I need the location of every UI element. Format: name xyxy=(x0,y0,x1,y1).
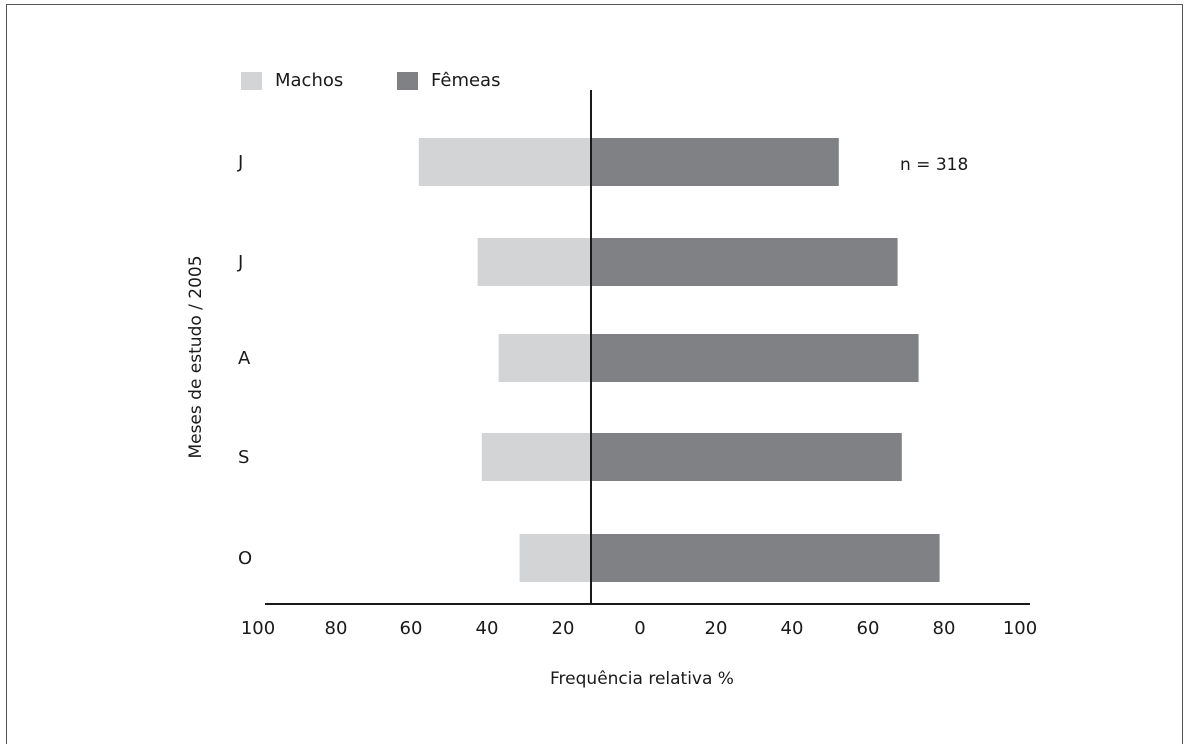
legend-label-machos: Machos xyxy=(275,70,343,91)
y-tick-label-0: J xyxy=(237,152,243,173)
legend-swatch-femeas xyxy=(397,72,418,90)
y-tick-label-3: S xyxy=(238,447,249,468)
legend-swatch-machos xyxy=(241,72,262,90)
y-tick-label-4: O xyxy=(238,548,252,569)
x-tick-label-7: 40 xyxy=(781,618,804,639)
x-tick-label-1: 80 xyxy=(325,618,348,639)
x-tick-label-9: 80 xyxy=(933,618,956,639)
x-tick-label-3: 40 xyxy=(476,618,499,639)
bar-femeas-1 xyxy=(591,238,898,286)
x-tick-label-0: 100 xyxy=(241,618,275,639)
bar-femeas-2 xyxy=(591,334,919,382)
y-tick-labels: J J A S O xyxy=(237,152,252,569)
x-tick-label-4: 20 xyxy=(552,618,575,639)
x-tick-label-5: 0 xyxy=(634,618,645,639)
legend: Machos Fêmeas xyxy=(241,70,500,91)
bars xyxy=(418,138,940,582)
x-axis-title: Frequência relativa % xyxy=(550,669,734,689)
x-tick-label-2: 60 xyxy=(400,618,423,639)
bar-femeas-4 xyxy=(591,534,940,582)
bar-machos-3 xyxy=(481,433,591,481)
x-tick-label-8: 60 xyxy=(857,618,880,639)
x-tick-labels: 100 80 60 40 20 0 20 40 60 80 100 xyxy=(241,618,1037,639)
legend-label-femeas: Fêmeas xyxy=(431,70,500,91)
y-tick-label-2: A xyxy=(238,348,251,369)
x-tick-label-6: 20 xyxy=(705,618,728,639)
bar-femeas-3 xyxy=(591,433,902,481)
bar-machos-2 xyxy=(498,334,591,382)
y-axis-title: Meses de estudo / 2005 xyxy=(186,255,206,458)
y-tick-label-1: J xyxy=(237,252,243,273)
bar-femeas-0 xyxy=(591,138,839,186)
x-tick-label-10: 100 xyxy=(1003,618,1037,639)
bar-machos-4 xyxy=(519,534,591,582)
bar-machos-0 xyxy=(418,138,591,186)
bar-machos-1 xyxy=(477,238,591,286)
annotation-n: n = 318 xyxy=(900,155,968,175)
